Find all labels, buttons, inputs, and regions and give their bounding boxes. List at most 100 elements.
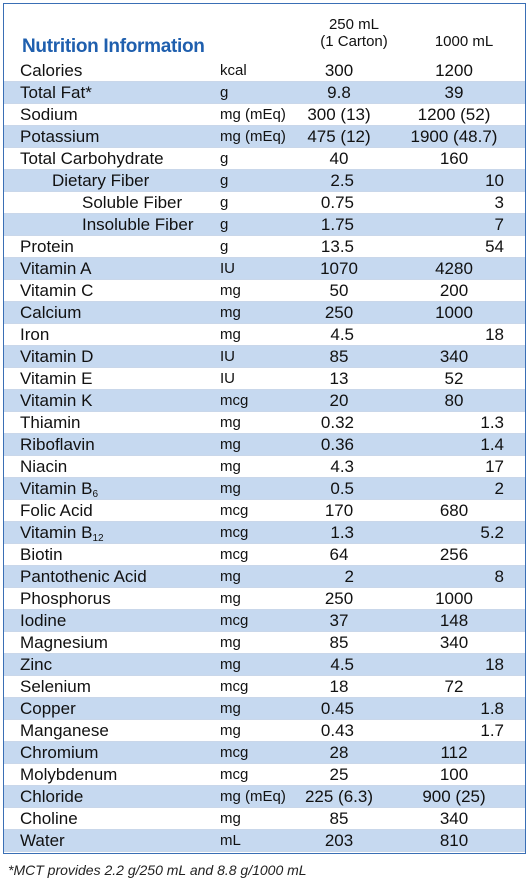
table-header: Nutrition Information 250 mL (1 Carton) … — [4, 4, 525, 60]
value-1000ml: 112 — [440, 743, 468, 762]
nutrient-unit: IU — [220, 348, 235, 365]
nutrient-name-text: Vitamin E — [20, 369, 93, 388]
nutrient-name: Vitamin D — [20, 346, 93, 368]
value-1000ml: 1.7 — [480, 721, 504, 740]
value-1000ml: 18 — [485, 655, 504, 674]
value-250ml: 64 — [329, 545, 349, 564]
value-250ml: 1.3 — [330, 523, 354, 542]
value-250ml: 250 — [324, 589, 354, 608]
nutrient-unit: mg — [220, 458, 241, 475]
value-250ml: 0.5 — [330, 479, 354, 498]
nutrient-name: Biotin — [20, 544, 63, 566]
value-250ml: 0.75 — [320, 193, 354, 212]
nutrient-unit: mg — [220, 568, 241, 585]
nutrient-unit: g — [220, 172, 229, 189]
table-row: Manganese mg 0.43 1.7 — [4, 720, 525, 742]
nutrient-name: Copper — [20, 698, 76, 720]
value-1000ml: 80 — [444, 391, 464, 410]
table-row: Sodium mg (mEq) 300 (13) 1200 (52) — [4, 104, 525, 126]
nutrient-unit: mg — [220, 436, 241, 453]
table-row: Iron mg 4.5 18 — [4, 324, 525, 346]
value-250ml: 2 — [344, 567, 354, 586]
nutrient-name: Folic Acid — [20, 500, 93, 522]
value-250ml: 13 — [329, 369, 349, 388]
nutrient-name-text: Soluble Fiber — [82, 193, 183, 212]
nutrient-unit: mg — [220, 480, 241, 497]
nutrient-name-text: Vitamin K — [20, 391, 93, 410]
nutrient-name: Vitamin B6 — [20, 478, 98, 500]
value-1000ml: 1.4 — [480, 435, 504, 454]
value-250ml: 0.43 — [320, 721, 354, 740]
value-1000ml: 148 — [439, 611, 469, 630]
nutrient-name: Sodium — [20, 104, 78, 126]
nutrient-name: Vitamin E — [20, 368, 92, 390]
value-250ml: 85 — [329, 809, 349, 828]
nutrient-name: Protein — [20, 236, 74, 258]
nutrient-unit: mcg — [220, 612, 249, 629]
nutrient-name: Niacin — [20, 456, 67, 478]
value-250ml: 0.36 — [320, 435, 354, 454]
nutrient-name-text: Vitamin A — [20, 259, 92, 278]
table-row: Thiamin mg 0.32 1.3 — [4, 412, 525, 434]
nutrient-unit: mcg — [220, 502, 249, 519]
nutrient-name-text: Chloride — [20, 787, 84, 806]
nutrient-name-text: Biotin — [20, 545, 63, 564]
nutrient-name: Manganese — [20, 720, 109, 742]
nutrient-name: Choline — [20, 808, 78, 830]
value-250ml: 28 — [329, 743, 349, 762]
value-1000ml: 39 — [444, 83, 464, 102]
nutrient-name-text: Zinc — [20, 655, 53, 674]
nutrient-unit: mg — [220, 304, 241, 321]
column-header-1000ml: 1000 mL — [434, 33, 494, 50]
nutrient-name-text: Thiamin — [20, 413, 81, 432]
nutrient-unit: mcg — [220, 744, 249, 761]
value-1000ml: 810 — [439, 831, 469, 850]
nutrient-subscript: 12 — [92, 533, 104, 544]
nutrient-name: Total Carbohydrate — [20, 148, 164, 170]
nutrient-name: Molybdenum — [20, 764, 117, 786]
value-1000ml: 7 — [494, 215, 504, 234]
nutrient-unit: mg (mEq) — [220, 106, 286, 123]
nutrient-unit: mg — [220, 700, 241, 717]
column-header-250ml-line2: (1 Carton) — [320, 33, 388, 50]
value-250ml: 250 — [324, 303, 354, 322]
table-row: Zinc mg 4.5 18 — [4, 654, 525, 676]
value-1000ml: 160 — [439, 149, 469, 168]
nutrient-unit: mcg — [220, 524, 249, 541]
nutrient-name-text: Pantothenic Acid — [20, 567, 147, 586]
value-250ml: 37 — [329, 611, 349, 630]
value-250ml: 4.5 — [330, 655, 354, 674]
table-row: Biotin mcg 64 256 — [4, 544, 525, 566]
nutrient-name-text: Vitamin D — [20, 347, 94, 366]
value-1000ml: 100 — [439, 765, 469, 784]
value-1000ml: 8 — [494, 567, 504, 586]
nutrient-name-text: Selenium — [20, 677, 91, 696]
nutrient-name-text: Iron — [20, 325, 50, 344]
value-1000ml: 1000 — [435, 589, 473, 608]
table-row: Vitamin K mcg 20 80 — [4, 390, 525, 412]
table-row: Calcium mg 250 1000 — [4, 302, 525, 324]
value-250ml: 203 — [324, 831, 354, 850]
nutrient-name-text: Water — [20, 831, 65, 850]
nutrient-name: Vitamin K — [20, 390, 92, 412]
nutrient-unit: mg — [220, 282, 241, 299]
table-row: Vitamin B6 mg 0.5 2 — [4, 478, 525, 500]
value-1000ml: 1200 — [435, 61, 473, 80]
table-title: Nutrition Information — [22, 36, 205, 57]
value-250ml: 9.8 — [327, 83, 351, 102]
nutrient-name-text: Vitamin B — [20, 479, 93, 498]
nutrient-name: Insoluble Fiber — [82, 214, 194, 236]
nutrient-unit: mg (mEq) — [220, 788, 286, 805]
value-1000ml: 2 — [494, 479, 504, 498]
nutrient-name-text: Dietary Fiber — [52, 171, 150, 190]
nutrient-name: Total Fat* — [20, 82, 92, 104]
nutrient-rows: Calories kcal 300 1200 Total Fat* g 9.8 39 Sodiu… — [4, 60, 525, 852]
table-row: Chloride mg (mEq) 225 (6.3) 900 (25) — [4, 786, 525, 808]
table-row: Phosphorus mg 250 1000 — [4, 588, 525, 610]
nutrient-name: Zinc — [20, 654, 52, 676]
nutrient-name-text: Vitamin B — [20, 523, 93, 542]
table-row: Chromium mcg 28 112 — [4, 742, 525, 764]
table-row: Vitamin E IU 13 52 — [4, 368, 525, 390]
table-row: Pantothenic Acid mg 2 8 — [4, 566, 525, 588]
column-header-250ml: 250 mL (1 Carton) — [304, 16, 404, 50]
